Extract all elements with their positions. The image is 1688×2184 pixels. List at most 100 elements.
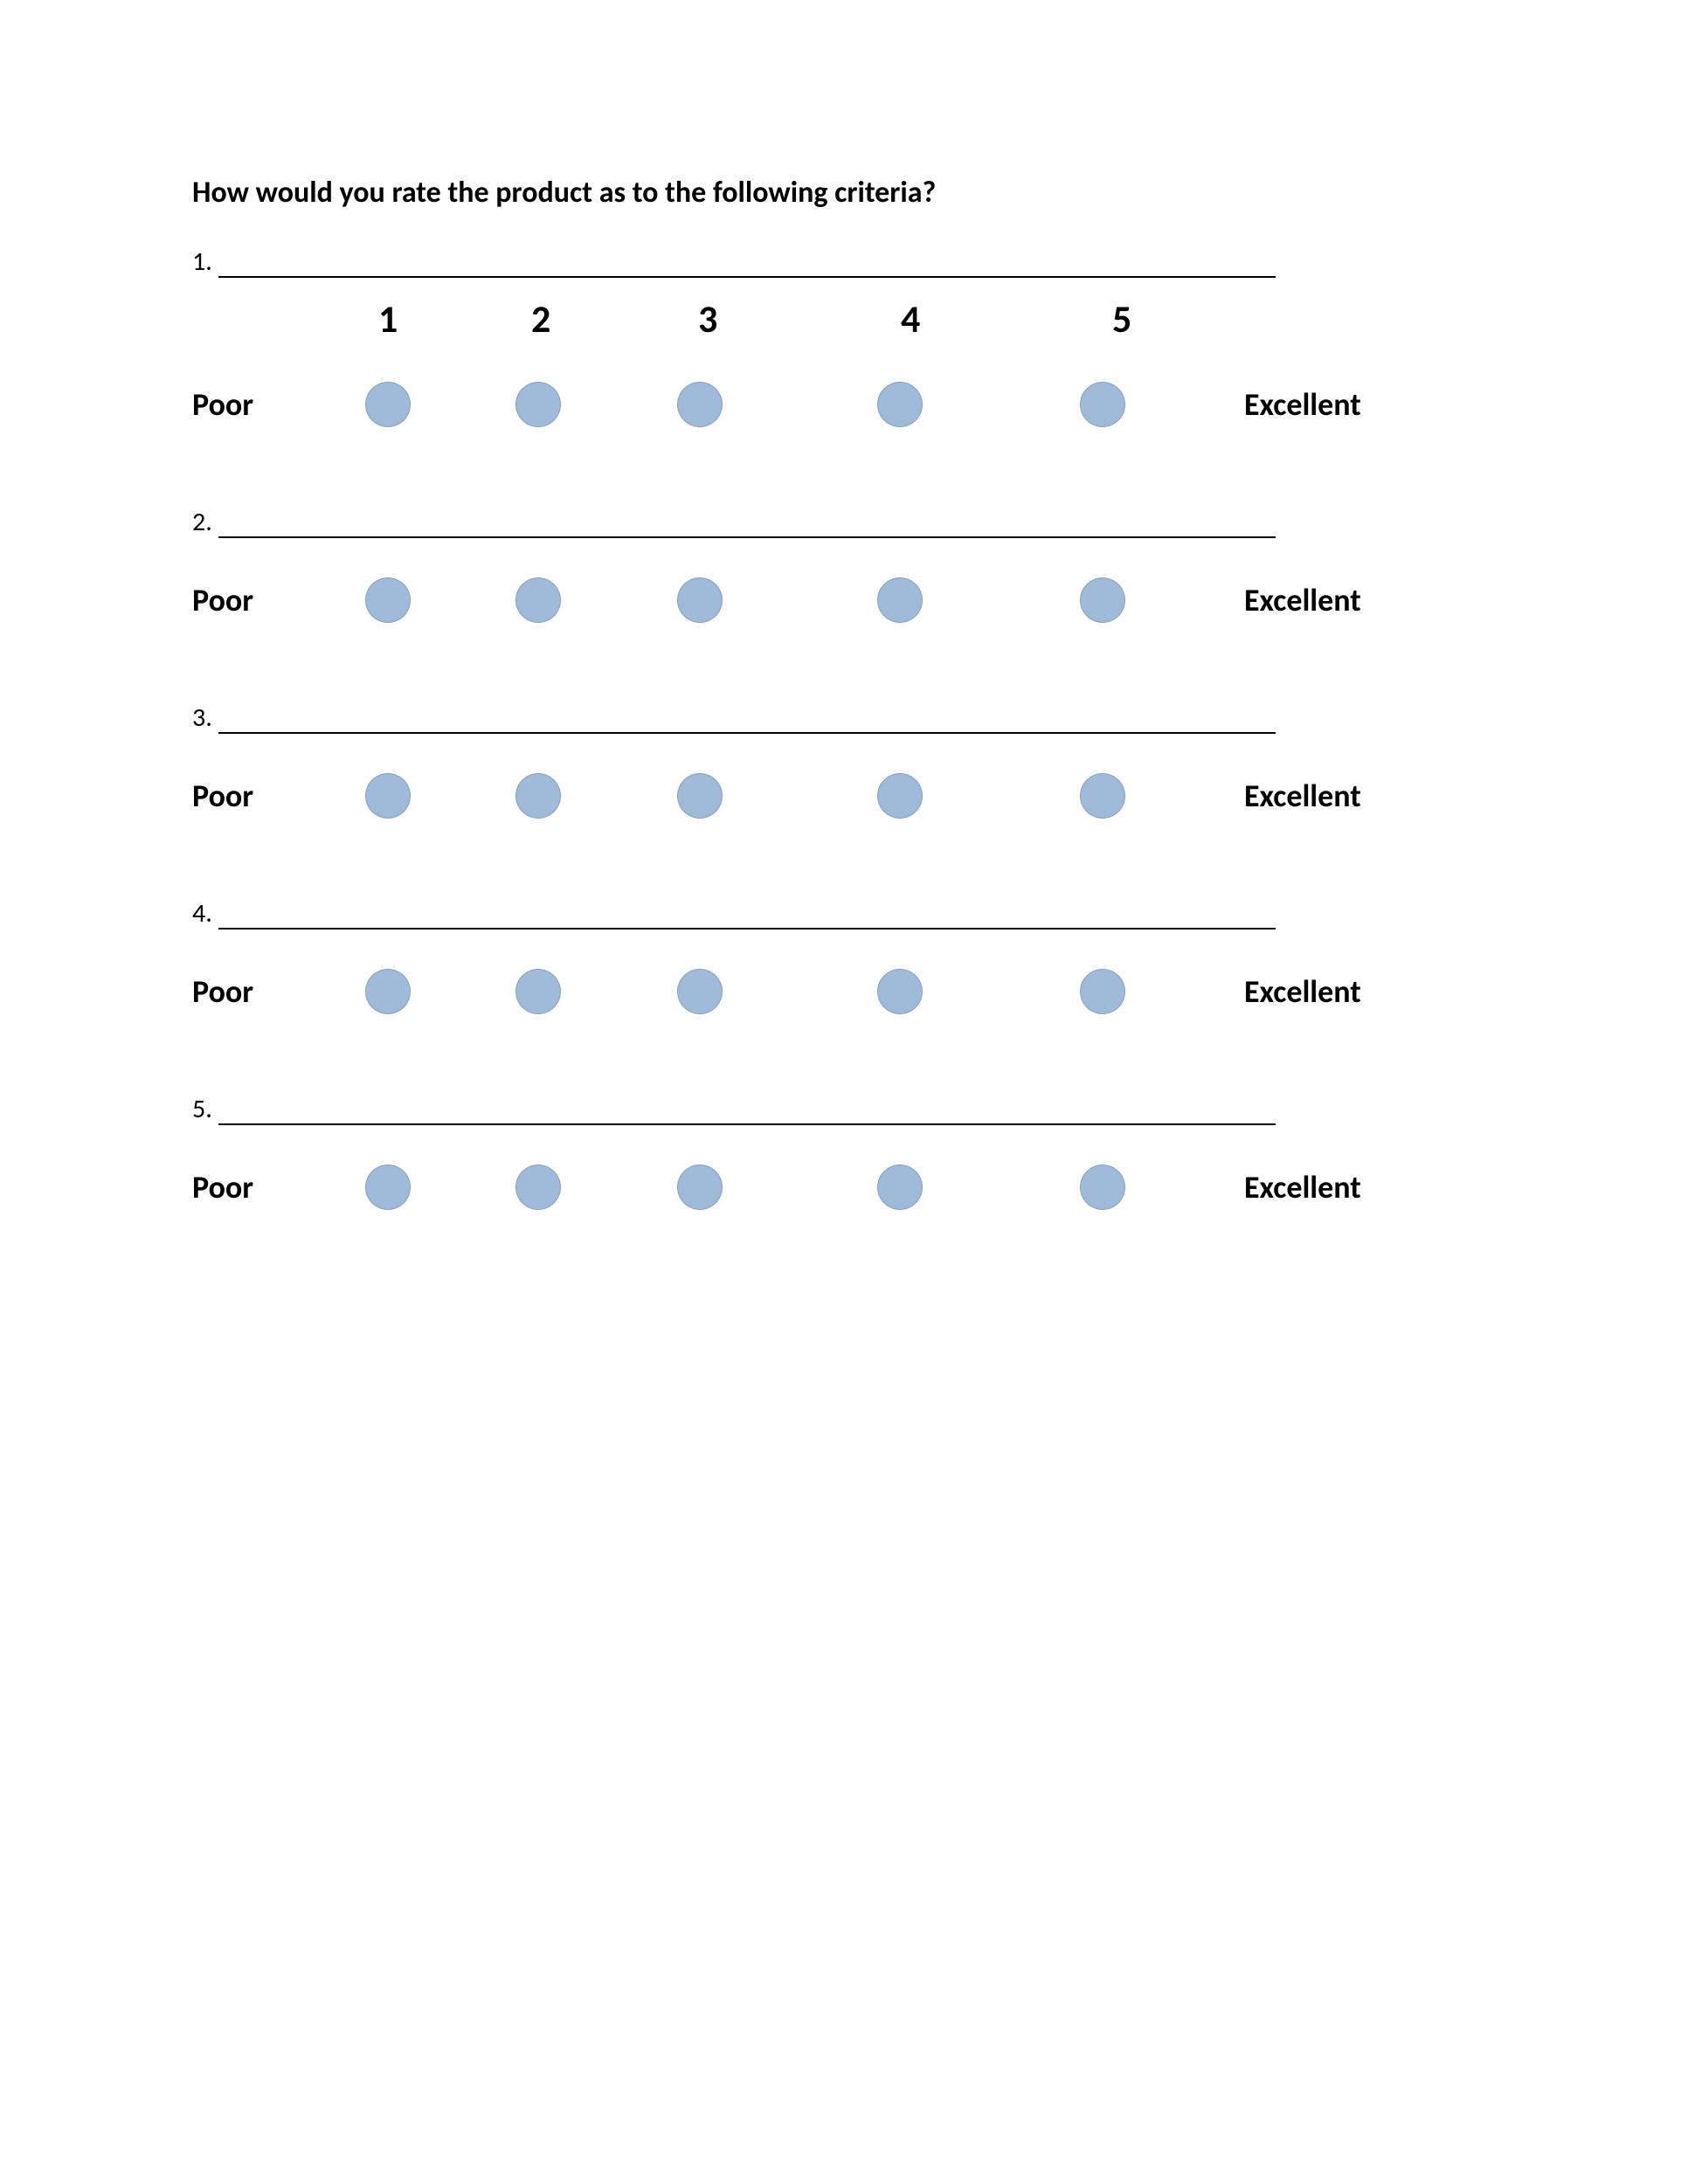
rating-cell — [376, 577, 526, 623]
rating-cell — [1087, 969, 1192, 1014]
rating-dot[interactable] — [877, 773, 923, 819]
scale-label-low: Poor — [192, 385, 376, 424]
criteria-blank-line[interactable] — [218, 513, 1276, 538]
rating-cell — [1087, 773, 1192, 819]
rating-dot[interactable] — [1080, 382, 1125, 427]
criteria-line[interactable]: 1. — [192, 245, 1496, 278]
criteria-block: 4. Poor Excellent — [192, 897, 1496, 1014]
rating-dot[interactable] — [1080, 969, 1125, 1014]
rating-dot[interactable] — [1080, 1165, 1125, 1210]
criteria-blank-line[interactable] — [218, 708, 1276, 734]
rating-cell — [1087, 577, 1192, 623]
criteria-number: 2. — [192, 506, 218, 538]
rating-cell — [526, 1165, 690, 1210]
criteria-line[interactable]: 5. — [192, 1093, 1496, 1125]
rating-dot[interactable] — [365, 969, 411, 1014]
criteria-line[interactable]: 4. — [192, 897, 1496, 930]
rating-cell — [690, 382, 884, 427]
scale-label-high: Excellent — [1244, 1168, 1361, 1206]
scale-label-high: Excellent — [1244, 385, 1361, 424]
rating-cell — [884, 1165, 1087, 1210]
criteria-line[interactable]: 3. — [192, 702, 1496, 734]
criteria-blank-line[interactable] — [218, 1100, 1276, 1125]
question-title: How would you rate the product as to the… — [192, 175, 1496, 211]
criteria-line[interactable]: 2. — [192, 506, 1496, 538]
rating-dot[interactable] — [365, 773, 411, 819]
rating-dot[interactable] — [365, 382, 411, 427]
rating-cell — [376, 382, 526, 427]
scale-number: 1 — [376, 295, 529, 342]
rating-cell — [690, 773, 884, 819]
scale-row: Poor Excellent — [192, 577, 1496, 623]
rating-dot[interactable] — [877, 1165, 923, 1210]
rating-cell — [690, 577, 884, 623]
criteria-block: 3. Poor Excellent — [192, 702, 1496, 819]
rating-cell — [376, 773, 526, 819]
rating-dot[interactable] — [365, 577, 411, 623]
rating-cell — [884, 382, 1087, 427]
scale-label-high: Excellent — [1244, 777, 1361, 815]
scale-row: Poor Excellent — [192, 773, 1496, 819]
criteria-number: 4. — [192, 897, 218, 930]
rating-cell — [884, 969, 1087, 1014]
rating-dot[interactable] — [677, 1165, 723, 1210]
rating-cell — [884, 577, 1087, 623]
rating-cell — [884, 773, 1087, 819]
rating-cell — [526, 969, 690, 1014]
rating-cell — [526, 577, 690, 623]
rating-cell — [376, 969, 526, 1014]
scale-label-low: Poor — [192, 972, 376, 1011]
scale-label-low: Poor — [192, 1168, 376, 1206]
scale-number: 5 — [1103, 295, 1217, 342]
rating-cell — [526, 773, 690, 819]
scale-label-high: Excellent — [1244, 581, 1361, 619]
scale-label-high: Excellent — [1244, 972, 1361, 1011]
scale-row: Poor Excellent — [192, 382, 1496, 427]
criteria-block: 2. Poor Excellent — [192, 506, 1496, 623]
rating-cell — [1087, 382, 1192, 427]
scale-numbers: 12345 — [376, 295, 1217, 342]
rating-cell — [690, 969, 884, 1014]
rating-cell — [376, 1165, 526, 1210]
criteria-block: 5. Poor Excellent — [192, 1093, 1496, 1210]
rating-cell — [1087, 1165, 1192, 1210]
scale-header: 12345 — [192, 295, 1496, 342]
scale-label-low: Poor — [192, 777, 376, 815]
survey-page: How would you rate the product as to the… — [0, 0, 1688, 2184]
rating-dot[interactable] — [677, 577, 723, 623]
criteria-blank-line[interactable] — [218, 252, 1276, 278]
rating-dot[interactable] — [515, 382, 561, 427]
criteria-block: 1. 12345 Poor Excellent — [192, 245, 1496, 427]
criteria-number: 3. — [192, 702, 218, 734]
rating-dot[interactable] — [677, 969, 723, 1014]
rating-dots — [376, 382, 1192, 427]
rating-dot[interactable] — [877, 382, 923, 427]
rating-dot[interactable] — [677, 773, 723, 819]
criteria-number: 5. — [192, 1093, 218, 1125]
rating-dot[interactable] — [877, 969, 923, 1014]
rating-dot[interactable] — [1080, 773, 1125, 819]
scale-row: Poor Excellent — [192, 969, 1496, 1014]
rating-cell — [526, 382, 690, 427]
scale-row: Poor Excellent — [192, 1165, 1496, 1210]
scale-label-low: Poor — [192, 581, 376, 619]
rating-dot[interactable] — [677, 382, 723, 427]
scale-number: 3 — [695, 295, 892, 342]
rating-dot[interactable] — [877, 577, 923, 623]
rating-dot[interactable] — [365, 1165, 411, 1210]
criteria-blank-line[interactable] — [218, 904, 1276, 930]
scale-number: 2 — [529, 295, 695, 342]
rating-dot[interactable] — [515, 773, 561, 819]
criteria-container: 1. 12345PoorExcellent2. PoorExcellent3. … — [192, 245, 1496, 1210]
rating-dot[interactable] — [515, 969, 561, 1014]
rating-dots — [376, 577, 1192, 623]
scale-number: 4 — [892, 295, 1103, 342]
rating-dots — [376, 1165, 1192, 1210]
criteria-number: 1. — [192, 245, 218, 278]
rating-dots — [376, 969, 1192, 1014]
rating-dot[interactable] — [1080, 577, 1125, 623]
rating-dots — [376, 773, 1192, 819]
rating-dot[interactable] — [515, 1165, 561, 1210]
rating-cell — [690, 1165, 884, 1210]
rating-dot[interactable] — [515, 577, 561, 623]
